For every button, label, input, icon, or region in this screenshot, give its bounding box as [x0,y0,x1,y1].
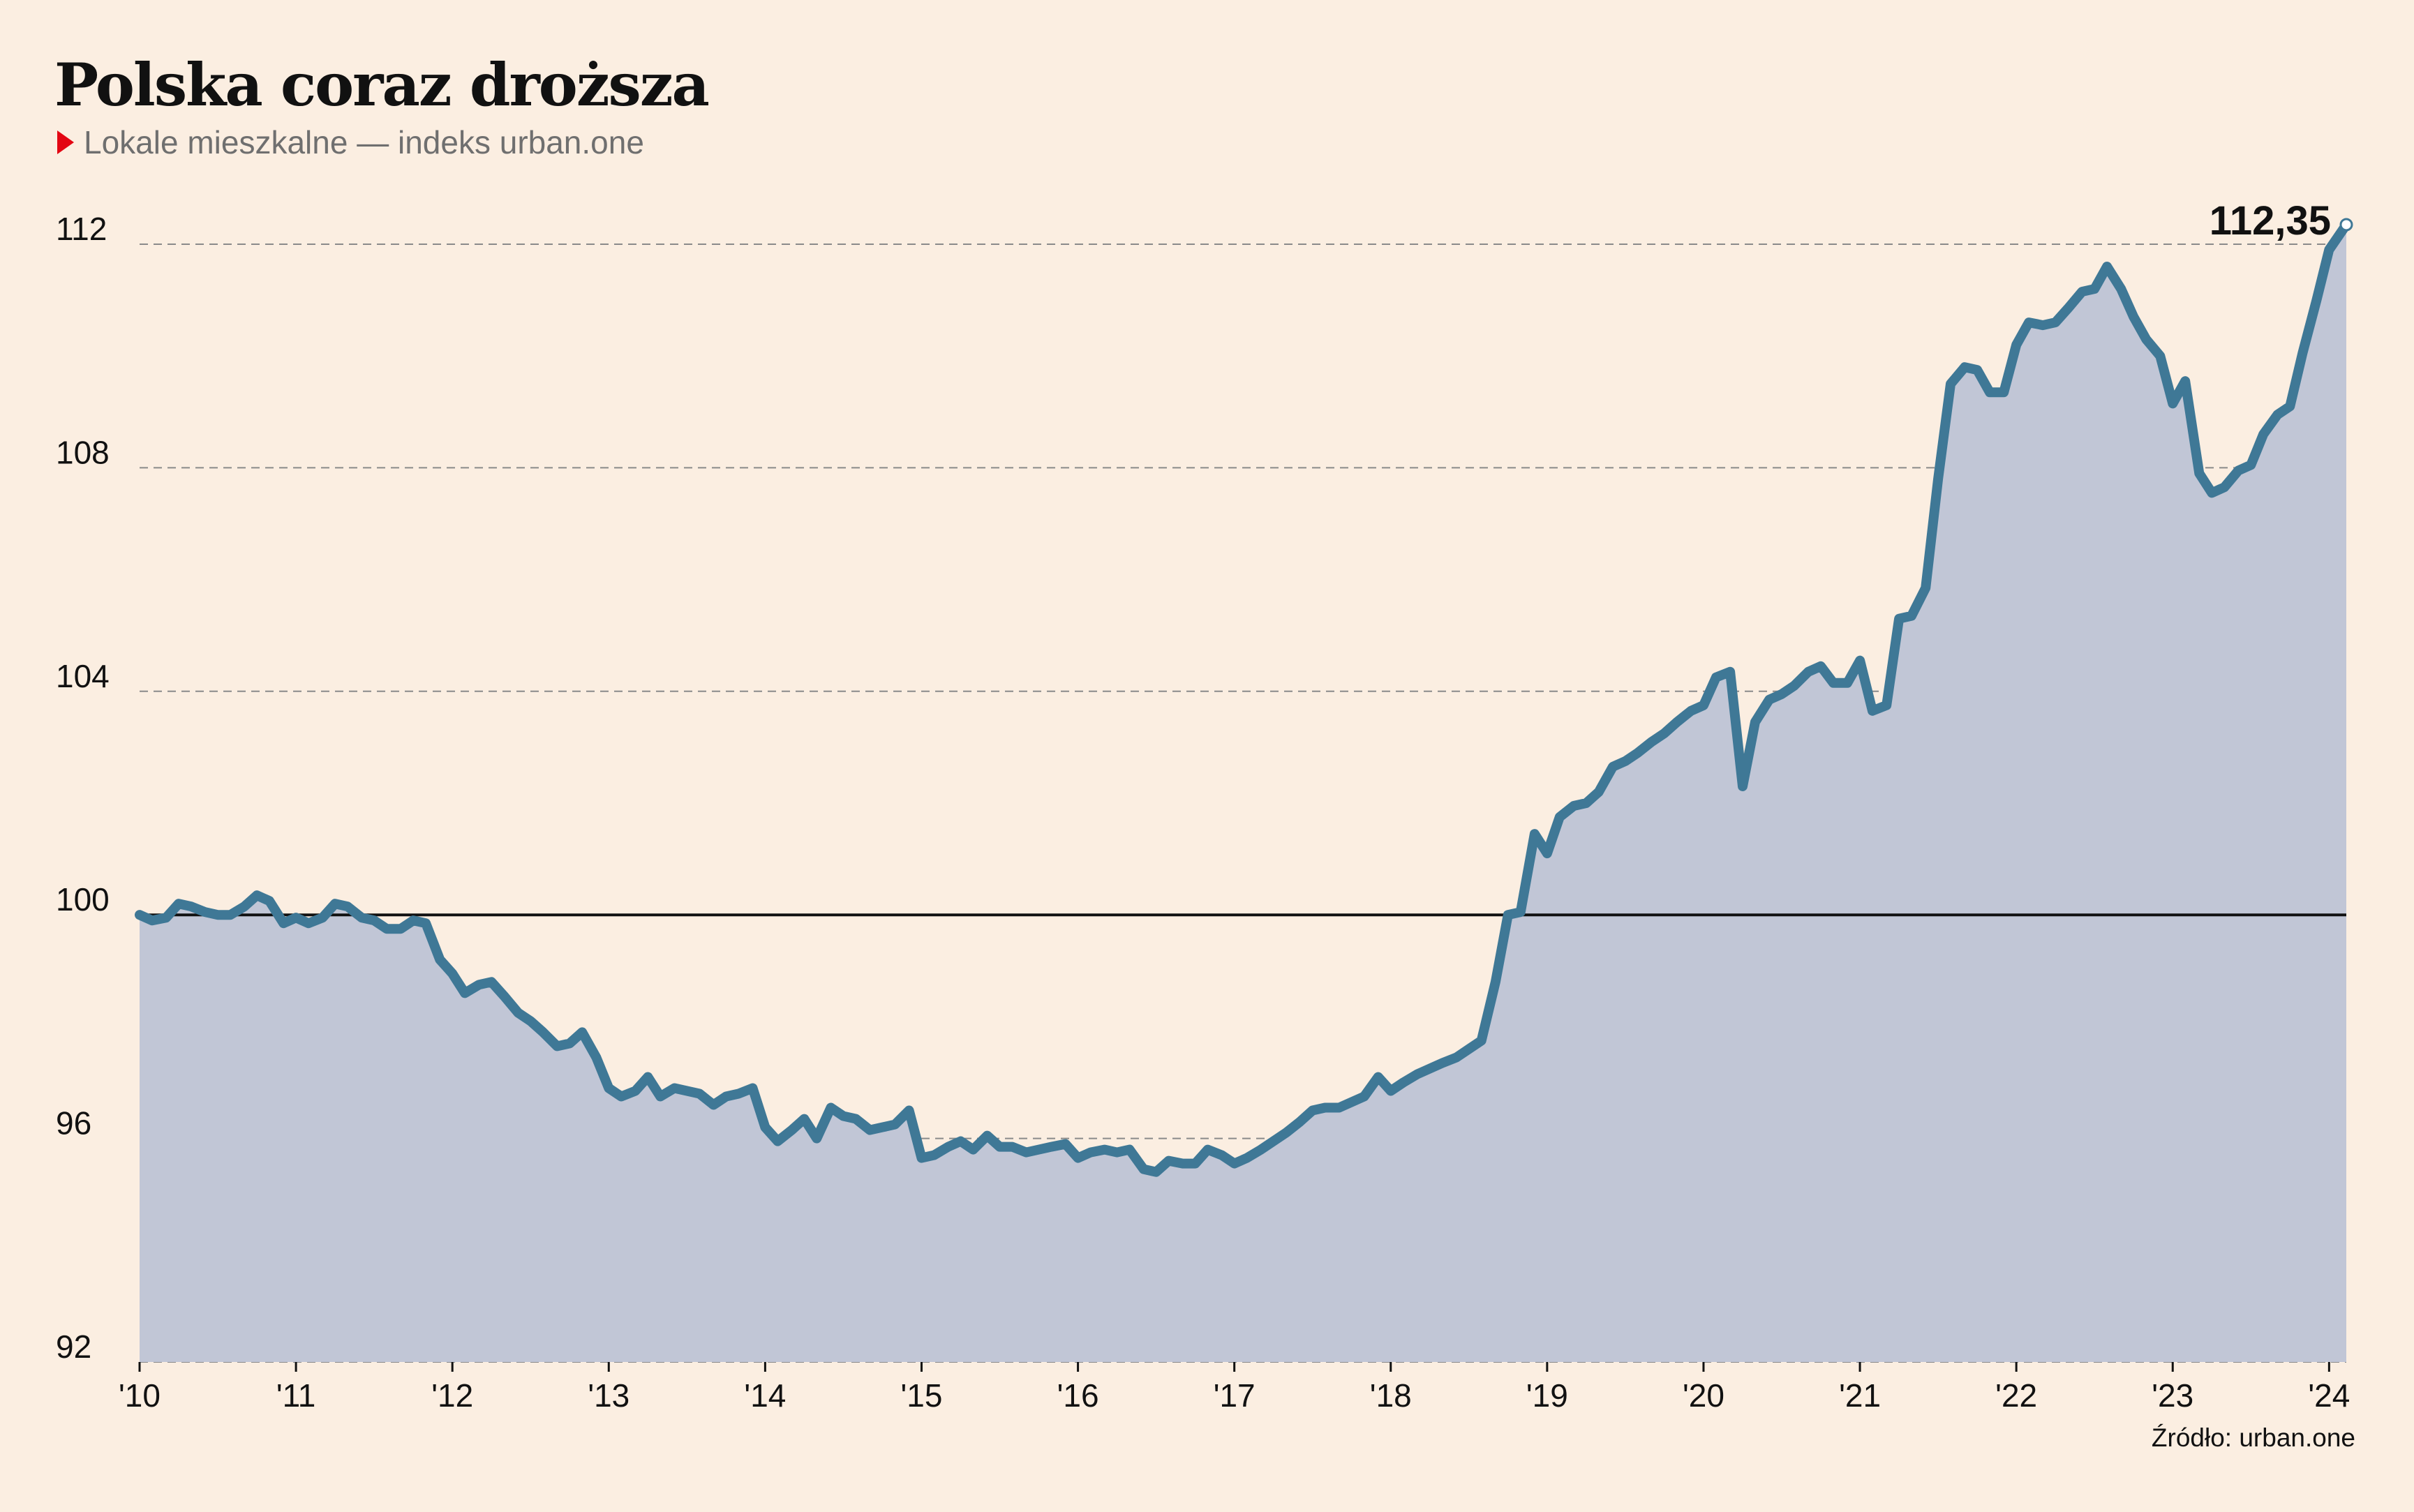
x-tick-label: '13 [588,1377,629,1414]
series-line [135,220,2351,1177]
x-tick-label: '21 [1839,1377,1881,1414]
y-tick-label: 100 [56,881,110,918]
y-tick-label: 112 [56,211,107,247]
y-tick-label: 108 [56,434,110,470]
y-tick-label: 92 [56,1328,91,1365]
series-area [140,225,2346,1362]
x-tick-label: '19 [1526,1377,1568,1414]
x-tick-label: '14 [744,1377,786,1414]
chart-title: Polska coraz droższa [54,50,710,119]
last-value-label: 112,35 [2210,198,2331,244]
line-layer [135,220,2351,1177]
x-tick-label: '12 [431,1377,473,1414]
source-note: Źródło: urban.one [2151,1423,2355,1452]
y-tick-label: 104 [56,658,110,694]
annotation-layer: 112,35 [2210,198,2353,244]
x-tick-label: '18 [1370,1377,1412,1414]
y-tick-label: 96 [56,1105,91,1142]
y-axis-ticks: 92 96 100 104 108 112 [56,211,110,1365]
x-tick-label: '17 [1214,1377,1256,1414]
x-tick-label: '16 [1057,1377,1099,1414]
x-tick-label: '15 [901,1377,943,1414]
area-layer [140,225,2346,1362]
triangle-marker-icon [57,130,74,154]
x-tick-label: '24 [2308,1377,2350,1414]
x-tick-label: '11 [276,1377,316,1414]
x-tick-label: '23 [2152,1377,2193,1414]
last-value-dot [2339,218,2353,232]
chart-subtitle: Lokale mieszkalne — indeks urban.one [57,123,644,161]
x-tick-label: '10 [119,1377,161,1414]
subtitle-text: Lokale mieszkalne — indeks urban.one [84,124,644,160]
x-tick-label: '20 [1683,1377,1724,1414]
x-tick-label: '22 [1995,1377,2037,1414]
x-axis-ticks: '10 '11 '12 '13 '14 '15 '16 '17 '18 '19 '20 '21 '22 '… [119,1362,2350,1414]
